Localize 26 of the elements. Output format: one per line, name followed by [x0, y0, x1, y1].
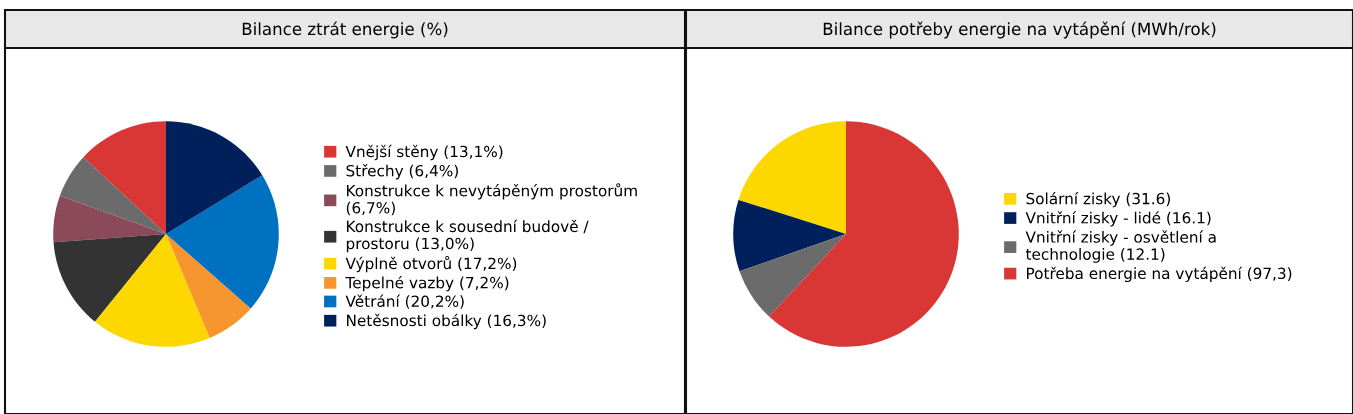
legend-label: Větrání (20,2%) — [345, 294, 464, 309]
legend-label: Solární zisky (31.6) — [1026, 191, 1170, 208]
legend-label: Konstrukce k sousední budově / prostoru (13,0%) — [346, 219, 589, 253]
pie-slice — [53, 234, 166, 322]
legend-label: Střechy (6,4%) — [346, 164, 458, 180]
pie-slice — [53, 195, 166, 243]
pie-slice — [59, 157, 166, 234]
legend-label: Výplně otvorů (17,2%) — [345, 256, 517, 273]
pie-slice — [166, 175, 279, 309]
chart-title: Bilance potřeby energie na vytápění (MWh/rok) — [823, 21, 1216, 39]
legend-label: Vnitřní zisky - osvětlení a technologie (12.1) — [1025, 230, 1216, 263]
pie-slice — [83, 121, 166, 234]
pie-slice — [166, 234, 251, 338]
legend-label: Tepelné vazby (7,2%) — [345, 275, 509, 292]
legend-label: Konstrukce k nevytápěným prostorům (6,7%) — [346, 183, 637, 216]
pie-slice — [738, 121, 846, 234]
legend-label: Netěsnosti obálky (16,3%) — [347, 313, 546, 330]
pie-slice — [733, 199, 846, 272]
pie-slice — [166, 121, 263, 234]
legend-label: Vnější stěny (13,1%) — [345, 144, 503, 161]
chart-title: Bilance ztrát energie (%) — [242, 21, 448, 39]
pie-slice — [94, 234, 210, 347]
legend-label: Potřeba energie na vytápění (97,3) — [1027, 266, 1292, 283]
legend-label: Vnitřní zisky - lidé (16.1) — [1025, 211, 1211, 227]
pie-slice — [769, 121, 959, 347]
pie-slice — [739, 234, 846, 317]
